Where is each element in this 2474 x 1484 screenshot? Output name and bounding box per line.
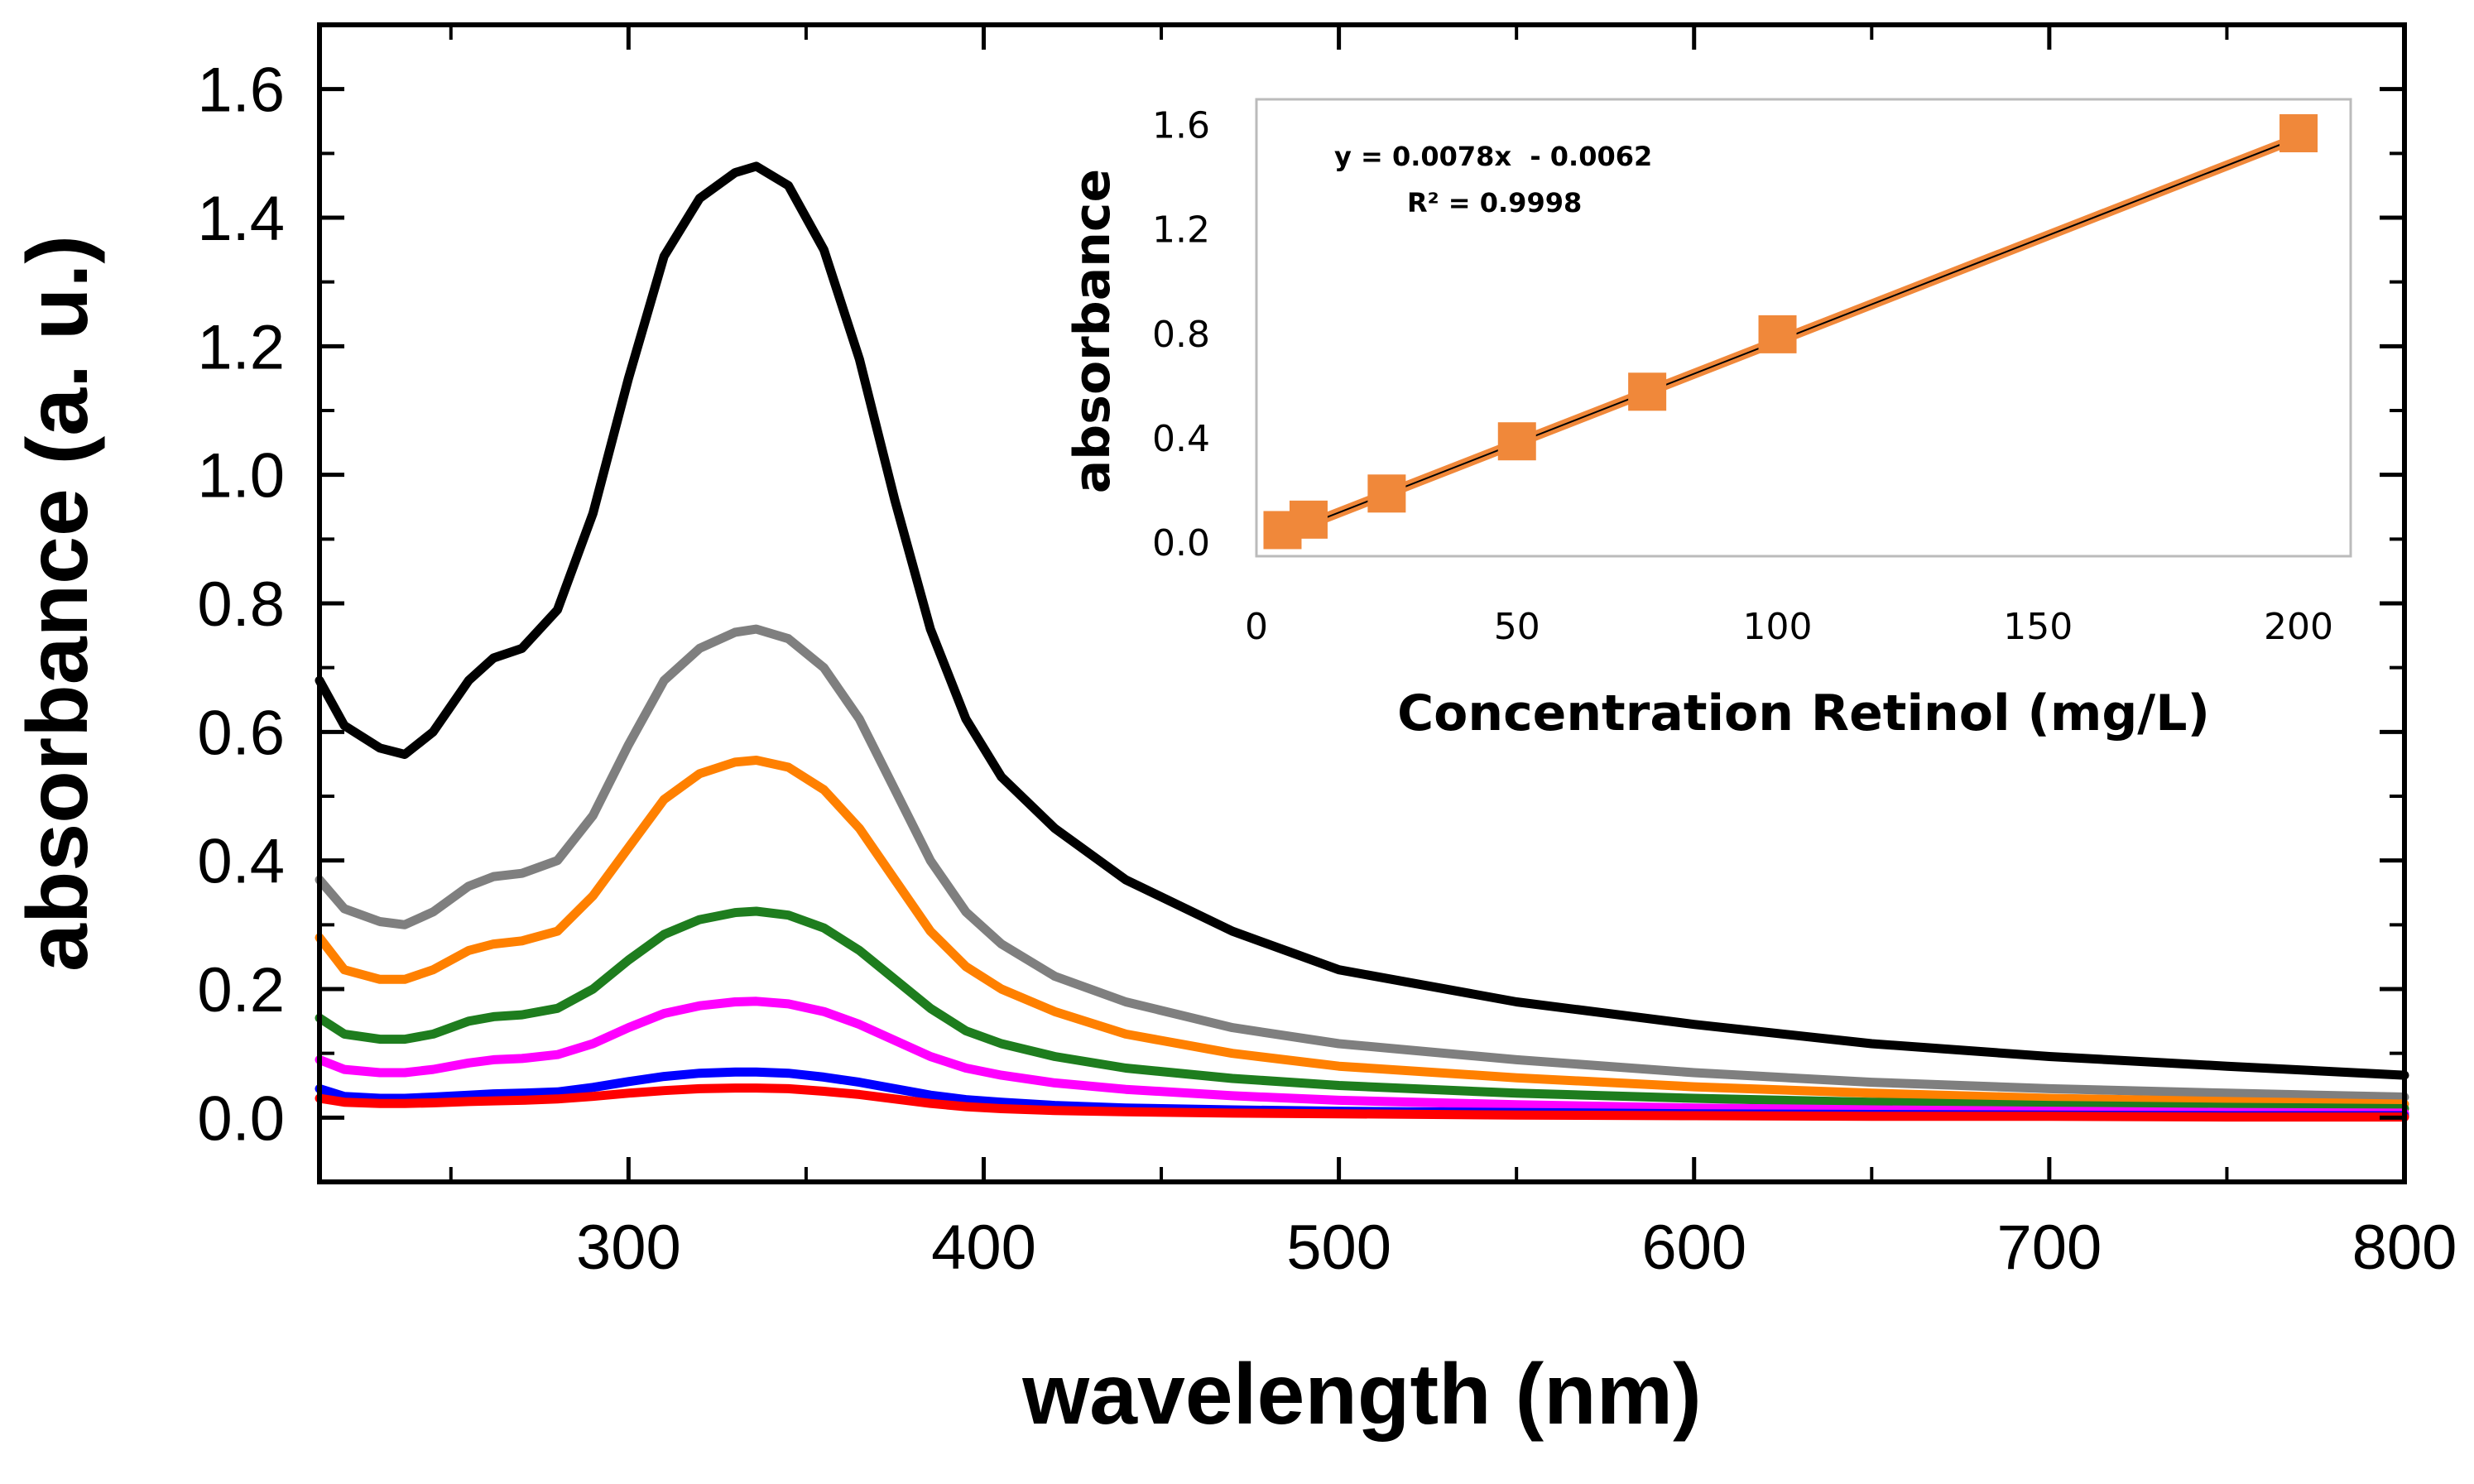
inset-data-point	[1628, 372, 1667, 411]
inset-y-tick-label: 1.2	[1152, 209, 1210, 252]
main-ticks-layer: 300 400 500 600 700 8000.00.20.40.60.81.01.21…	[197, 23, 2457, 1283]
r-squared-label: R² = 0.9998	[1407, 187, 1582, 219]
inset-x-tick-label: 150	[2003, 606, 2073, 648]
y-tick-label: 0.4	[197, 827, 285, 897]
y-tick-label: 0.8	[197, 569, 285, 640]
y-tick-label: 1.2	[197, 312, 285, 382]
series-line-green	[315, 906, 2409, 1113]
y-tick-label: 0.6	[197, 698, 285, 768]
inset-y-tick-label: 1.6	[1152, 105, 1210, 147]
x-tick-label: 400	[931, 1213, 1036, 1283]
series-line-magenta	[315, 997, 2409, 1118]
inset-x-tick-label: 0	[1245, 606, 1268, 648]
inset-y-tick-label: 0.0	[1152, 522, 1210, 564]
inset-y-axis-title: absorbance	[1064, 169, 1122, 493]
series-line-red	[315, 1083, 2409, 1122]
inset-ticks-layer: 0 50 100 150 200 0.0 0.4 0.8 1.2 1.6	[1152, 105, 2333, 648]
inset-data-point	[1289, 500, 1328, 539]
y-tick-label: 1.6	[197, 55, 285, 126]
x-tick-label: 700	[1996, 1213, 2102, 1283]
inset-y-tick-label: 0.4	[1152, 418, 1210, 460]
y-tick-label: 1.0	[197, 441, 285, 511]
x-tick-label: 500	[1286, 1213, 1391, 1283]
inset-y-tick-label: 0.8	[1152, 314, 1210, 356]
fit-equation-label: y = 0.0078x - 0.0062	[1334, 141, 1652, 172]
inset-series-layer	[1263, 114, 2318, 550]
inset-data-point	[1367, 474, 1406, 513]
series-line-orange	[315, 756, 2409, 1109]
y-tick-label: 0.0	[197, 1083, 285, 1154]
inset-calibration-plot: 0 50 100 150 200 0.0 0.4 0.8 1.2 1.6 y = 0.0078x …	[1064, 98, 2352, 742]
series-line-gray	[315, 624, 2409, 1102]
x-tick-label: 800	[2352, 1213, 2457, 1283]
y-tick-label: 0.2	[197, 955, 285, 1025]
x-tick-label: 600	[1641, 1213, 1746, 1283]
inset-x-axis-title: Concentration Retinol (mg/L)	[1397, 684, 2210, 742]
inset-x-tick-label: 100	[1743, 606, 1813, 648]
inset-data-point	[1497, 422, 1536, 461]
series-line-black	[315, 161, 2409, 1080]
inset-data-point	[2279, 114, 2318, 153]
x-axis-title: wavelength (nm)	[1021, 1347, 1702, 1443]
y-tick-label: 1.4	[197, 184, 285, 254]
main-series-layer	[315, 161, 2409, 1122]
y-axis-title: absorbance (a. u.)	[10, 235, 106, 972]
x-tick-label: 300	[576, 1213, 681, 1283]
inset-x-tick-label: 200	[2264, 606, 2333, 648]
inset-x-tick-label: 50	[1494, 606, 1540, 648]
inset-data-point	[1758, 315, 1797, 353]
inset-frame	[1255, 98, 2352, 558]
